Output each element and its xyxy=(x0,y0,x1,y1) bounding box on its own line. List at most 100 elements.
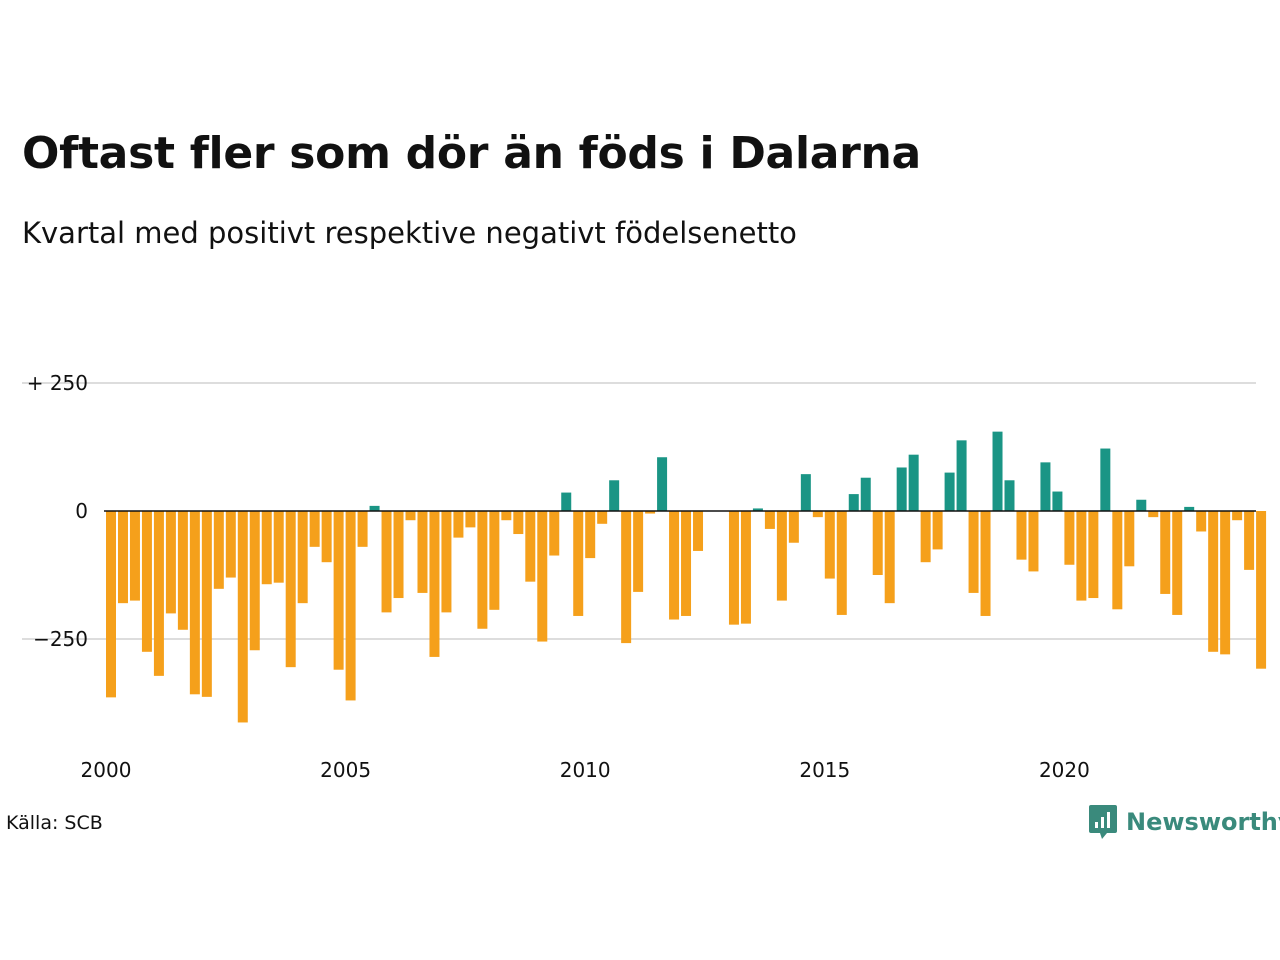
bar xyxy=(693,511,704,551)
bar xyxy=(249,511,260,651)
newsworthy-logo: Newsworthy xyxy=(1088,804,1280,840)
bar xyxy=(141,511,152,652)
x-axis-labels: 2000 2005 2010 2015 2020 xyxy=(81,758,1090,782)
x-tick-label: 2005 xyxy=(320,758,371,782)
bar xyxy=(117,511,128,604)
bar xyxy=(992,431,1003,511)
y-tick-label: 0 xyxy=(75,499,88,523)
x-tick-label: 2000 xyxy=(81,758,132,782)
bar xyxy=(908,454,919,511)
bar xyxy=(920,511,931,563)
bar xyxy=(836,511,847,615)
bar xyxy=(812,511,823,518)
bar xyxy=(225,511,236,578)
bar xyxy=(968,511,979,593)
bar xyxy=(1160,511,1171,594)
bar xyxy=(585,511,596,559)
y-tick-label: + 250 xyxy=(27,371,88,395)
bar xyxy=(633,511,644,592)
bar xyxy=(489,511,500,610)
bar xyxy=(980,511,991,616)
bar xyxy=(1220,511,1231,655)
bar xyxy=(357,511,368,547)
y-tick-label: −250 xyxy=(33,627,88,651)
grid-lines xyxy=(22,382,1256,640)
bar xyxy=(525,511,536,582)
x-tick-label: 2015 xyxy=(799,758,850,782)
bar xyxy=(1184,506,1195,511)
bar xyxy=(1004,480,1015,511)
bar xyxy=(1148,511,1159,518)
bar xyxy=(884,511,895,604)
bar xyxy=(309,511,320,547)
bar xyxy=(513,511,524,535)
bar xyxy=(681,511,692,616)
bar xyxy=(621,511,632,644)
bar xyxy=(129,511,140,601)
bar xyxy=(285,511,296,668)
bar xyxy=(609,480,620,511)
bar xyxy=(800,474,811,511)
bar xyxy=(165,511,176,614)
bar xyxy=(932,511,943,550)
bar xyxy=(752,508,763,511)
bar xyxy=(728,511,739,625)
bar xyxy=(429,511,440,657)
y-axis-labels: + 250 0 −250 xyxy=(27,371,88,651)
bar xyxy=(261,511,272,585)
bar xyxy=(944,472,955,511)
bar xyxy=(393,511,404,599)
bar xyxy=(1172,511,1183,615)
chart-subtitle: Kvartal med positivt respektive negativt… xyxy=(22,216,797,250)
bar xyxy=(177,511,188,630)
bar xyxy=(573,511,584,616)
bar xyxy=(501,511,512,521)
bar xyxy=(405,511,416,521)
logo-text: Newsworthy xyxy=(1126,808,1280,836)
bar xyxy=(1232,511,1243,521)
bar xyxy=(1076,511,1087,601)
bar xyxy=(872,511,883,575)
bar xyxy=(561,492,572,511)
bar xyxy=(645,511,656,514)
bar xyxy=(1040,462,1051,511)
bar xyxy=(213,511,224,589)
bar xyxy=(106,511,116,698)
bar xyxy=(1088,511,1099,599)
bar xyxy=(848,494,859,511)
bar xyxy=(1256,511,1267,669)
bar xyxy=(333,511,344,670)
bar xyxy=(669,511,680,620)
bar xyxy=(153,511,164,676)
bar xyxy=(321,511,332,563)
bar xyxy=(740,511,751,624)
bar xyxy=(1136,499,1147,511)
bar xyxy=(788,511,799,543)
chart-title: Oftast fler som dör än föds i Dalarna xyxy=(22,128,921,179)
bar xyxy=(1052,491,1063,511)
bars xyxy=(106,431,1267,723)
bar xyxy=(369,505,380,511)
bar xyxy=(477,511,488,629)
bar xyxy=(896,467,907,511)
x-tick-label: 2010 xyxy=(560,758,611,782)
bar xyxy=(1028,511,1039,572)
x-tick-label: 2020 xyxy=(1039,758,1090,782)
bar xyxy=(297,511,308,604)
bar xyxy=(465,511,476,528)
bar xyxy=(381,511,392,613)
bar xyxy=(201,511,212,697)
bar-chart: + 250 0 −250 2000 2005 2010 2015 2020 xyxy=(22,371,1267,782)
bar xyxy=(273,511,284,583)
bar xyxy=(345,511,356,701)
bar xyxy=(189,511,200,695)
bar xyxy=(657,457,668,511)
bar xyxy=(1124,511,1135,567)
bar xyxy=(1244,511,1255,570)
bar xyxy=(1208,511,1219,652)
bar xyxy=(1100,448,1111,511)
bar xyxy=(1064,511,1075,565)
bar xyxy=(549,511,560,556)
bar xyxy=(597,511,608,524)
bar xyxy=(1112,511,1123,610)
